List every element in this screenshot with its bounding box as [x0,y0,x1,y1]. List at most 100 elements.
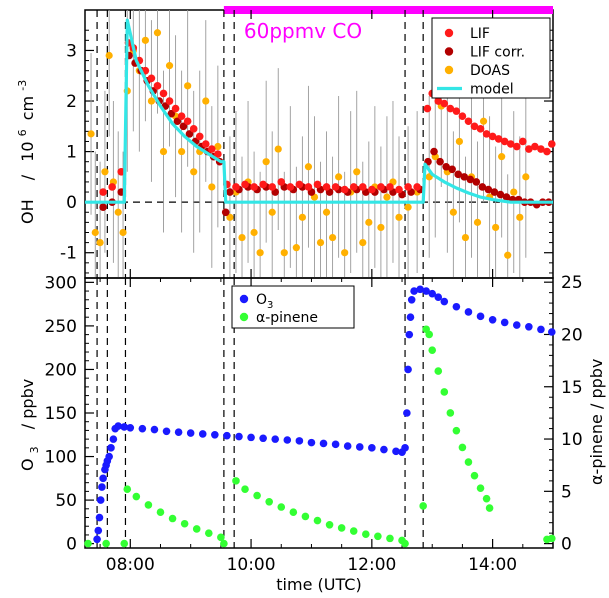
bottom-panel-o3-pinene: 0 50 100 150 200 250 300 0 5 10 15 20 25 08:00 10:00 12… [18,273,606,594]
o3-point [407,295,416,304]
doas-point [395,213,403,221]
doas-point [280,249,288,257]
y-left-tick-label: 200 [45,360,77,380]
alpha-pinene-point [84,539,92,548]
alpha-pinene-point [132,492,141,501]
lif-point [250,183,258,191]
lif-point [165,97,174,105]
alpha-pinene-point [180,519,189,528]
o3-point [271,435,280,443]
alpha-pinene-point [547,534,556,543]
o3-point [283,436,292,444]
y-left-tick-label: 250 [45,317,77,337]
doas-point [304,163,313,171]
lif-point [519,137,527,146]
bottom-right-y-axis-label: α-pinene / ppbv [587,359,606,485]
lif-point [340,185,349,194]
top-panel-oh: 60ppmv CO -1 0 1 2 3 LIF LIF corr. DOAS model O… [16,6,556,279]
doas-point [184,82,192,90]
lif-point [434,97,443,105]
o3-point [476,312,485,321]
legend-marker [239,294,249,304]
doas-point [208,183,216,191]
legend-label: LIF [470,26,490,42]
doas-point [159,147,168,156]
doas-point [214,142,222,151]
alpha-pinene-point [325,520,334,529]
o3-point [392,447,400,456]
o3-point [537,325,545,334]
lif-point [423,104,432,113]
alpha-pinene-point [277,503,286,511]
doas-point [353,168,361,176]
lif-point [147,74,156,83]
o3-point [488,316,497,324]
o3-point [150,425,159,434]
y-left-tick-label: 100 [45,448,77,468]
lif-point [543,147,551,156]
o3-point [307,438,316,447]
lif-point [295,180,304,189]
alpha-pinene-point [156,508,165,517]
o3-point [422,287,430,295]
alpha-pinene-point [232,477,240,485]
ylabel-o3-unit: / ppbv [18,379,37,429]
doas-point [365,218,373,226]
bottom-left-y-axis-label: O 3 / ppbv [18,379,42,471]
o3-point [174,428,183,436]
lif-point [512,142,521,151]
o3-point [440,297,449,306]
legend-marker [444,47,454,56]
ylabel-unit: 10 [18,141,37,161]
lif-point [440,99,449,108]
doas-point [190,168,198,176]
ylabel-slash: / [18,174,37,180]
legend-label: model [470,82,514,98]
doas-point [238,233,246,242]
doas-point [165,62,174,70]
legend-label-sub: 3 [267,300,273,311]
o3-point [198,430,207,438]
lif-corr-point [502,193,511,201]
doas-point [91,228,99,237]
lif-corr-point [454,170,462,179]
lif-corr-point [442,162,450,171]
o3-point [355,443,364,451]
doas-point [96,239,104,247]
lif-point [464,117,473,126]
lif-point [452,107,461,115]
alpha-pinene-point [485,504,494,512]
alpha-pinene-point [425,330,434,339]
lif-point [208,145,216,153]
alpha-pinene-point [362,530,370,538]
o3-point [247,433,255,442]
lif-point [159,89,168,98]
lif-point [304,183,313,191]
y-right-tick-label: 5 [561,482,572,502]
alpha-pinene-point [289,508,298,517]
lif-point [322,183,331,191]
lif-point [286,183,295,191]
lif-corr-point [430,147,438,156]
doas-point [178,147,186,156]
alpha-pinene-point [482,494,491,503]
doas-point [119,228,127,237]
lif-point [488,132,497,141]
alpha-pinene-point [401,539,409,548]
alpha-pinene-point [301,512,310,521]
alpha-pinene-point [458,443,467,452]
lif-point [547,140,556,148]
lif-corr-point [472,178,481,186]
doas-point [461,233,470,242]
o3-point [401,444,409,452]
o3-point [109,435,118,443]
top-series [85,10,556,278]
lif-point [183,117,192,126]
lif-corr-point [448,165,456,174]
legend-label: DOAS [470,63,510,79]
lif-point [482,130,491,138]
alpha-pinene-point [265,497,273,506]
alpha-pinene-point [476,484,485,492]
o3-point [138,424,147,433]
